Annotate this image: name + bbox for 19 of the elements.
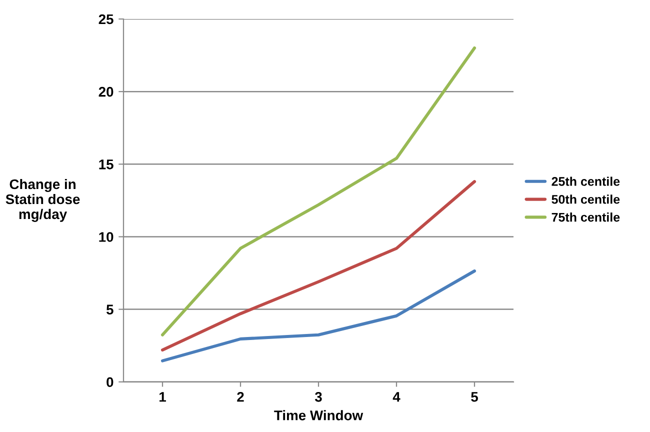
x-tick-label: 2 [237,392,244,402]
y-tick-label: 20 [98,86,114,97]
y-axis-title: Change in Statin dose mg/day [6,178,80,222]
x-axis-title: Time Window [274,410,364,420]
legend-label: 25th centile [552,176,620,186]
x-tick-label: 1 [160,392,166,402]
line-series [160,46,476,336]
y-tick-label: 15 [99,160,114,170]
x-tick-label: 3 [314,392,322,402]
x-tick-label: 5 [471,392,478,402]
x-tick-label: 4 [392,392,400,402]
line-series [160,269,476,362]
y-tick-label: 25 [98,14,114,24]
legend-label: 50th centile [552,194,620,204]
line-series [160,180,476,352]
y-tick-label: 5 [106,304,114,314]
y-tick-label: 10 [99,232,114,242]
legend-label: 75th centile [552,212,620,222]
y-tick-label: 0 [106,377,114,388]
